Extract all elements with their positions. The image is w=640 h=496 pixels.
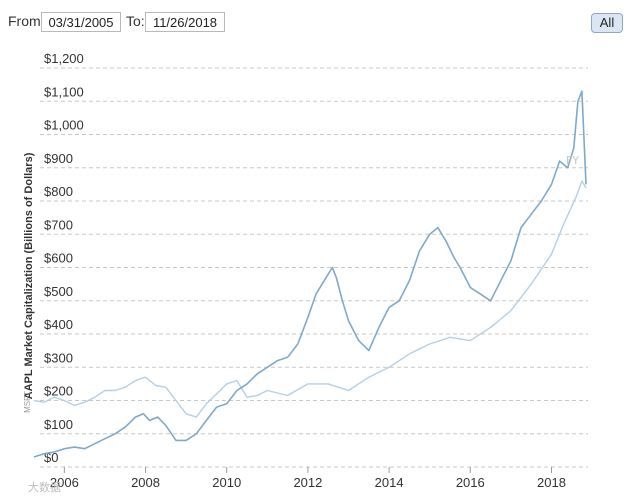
to-label: To: [126, 13, 145, 29]
x-tick-label: 2018 [537, 475, 566, 490]
x-tick-label: 2010 [212, 475, 241, 490]
date-range-toolbar: From: To: All [0, 0, 640, 40]
series-lines [33, 90, 587, 458]
from-date-input[interactable] [41, 12, 121, 32]
series-line-msft [33, 180, 587, 418]
gridlines [40, 67, 588, 468]
y-tick-label: $900 [44, 151, 73, 166]
x-tick-label: 2012 [293, 475, 322, 490]
y-axis-label: AAPL Market Capitalization (Billions of … [23, 152, 35, 399]
y-tick-label: $1,100 [44, 84, 84, 99]
y-tick-label: $1,000 [44, 118, 84, 133]
y-axis-ticks: $0$100$200$300$400$500$600$700$800$900$1… [44, 51, 84, 465]
y-tick-label: $200 [44, 384, 73, 399]
bottom-watermark: 大数据 [28, 480, 61, 494]
market-cap-chart: $0$100$200$300$400$500$600$700$800$900$1… [23, 51, 588, 494]
y-tick-label: $1,200 [44, 51, 84, 66]
y-tick-label: $600 [44, 251, 73, 266]
y-tick-label: $800 [44, 184, 73, 199]
to-date-input[interactable] [145, 12, 225, 32]
x-tick-label: 2016 [456, 475, 485, 490]
y-tick-label: $700 [44, 217, 73, 232]
left-watermark: MSFT [23, 391, 32, 413]
x-axis-ticks: 2006 2008 2010 2012 2014 2016 2018 [50, 467, 566, 490]
from-label: From: [8, 13, 45, 29]
corner-mark: FY [566, 154, 579, 167]
series-line-aapl [33, 90, 587, 458]
all-range-button[interactable]: All [591, 13, 623, 33]
y-tick-label: $400 [44, 317, 73, 332]
y-tick-label: $300 [44, 350, 73, 365]
y-tick-label: $100 [44, 417, 73, 432]
y-tick-label: $500 [44, 284, 73, 299]
x-tick-label: 2006 [50, 475, 79, 490]
x-tick-label: 2014 [375, 475, 404, 490]
x-tick-label: 2008 [131, 475, 160, 490]
